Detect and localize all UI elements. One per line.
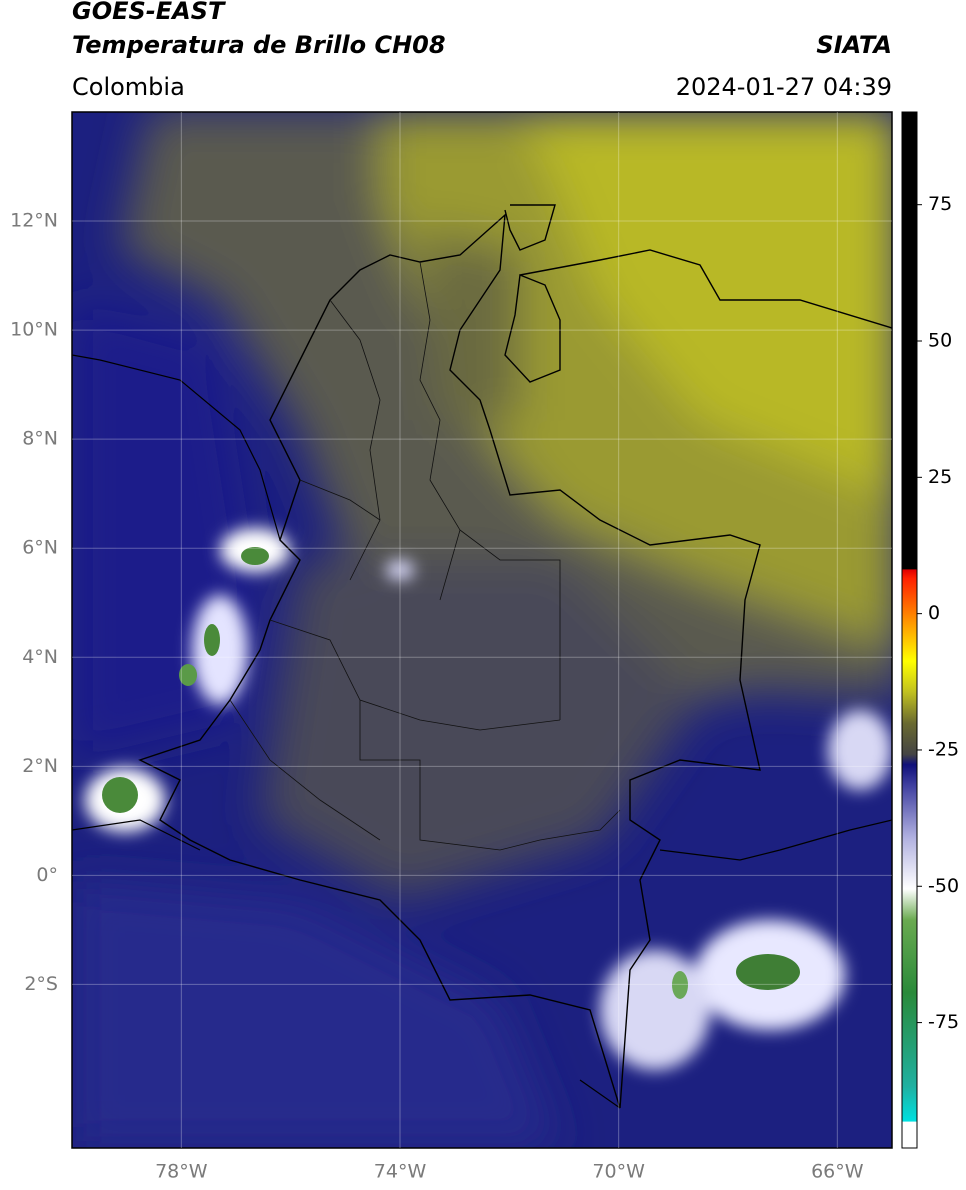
lon-tick-label: 70°W — [592, 1161, 645, 1183]
lat-tick-label: 6°N — [22, 537, 58, 559]
colorbar-tick-label: -50 — [928, 875, 959, 897]
colorbar-tick-label: 75 — [928, 193, 952, 215]
colorbar-tick-label: -25 — [928, 738, 959, 760]
lat-tick-label: 2°S — [24, 973, 58, 995]
colorbar-tick-label: -75 — [928, 1011, 959, 1033]
map-frame — [71, 111, 893, 1149]
lon-tick-label: 66°W — [811, 1161, 864, 1183]
colorbar-tick-label: 25 — [928, 466, 952, 488]
lat-tick-label: 0° — [36, 864, 58, 886]
title: GOES-EAST — [72, 0, 226, 25]
colorbar — [901, 111, 918, 1149]
subtitle: Temperatura de Brillo CH08 — [72, 31, 446, 59]
source: SIATA — [816, 31, 892, 59]
lat-tick-label: 8°N — [22, 428, 58, 450]
lat-tick-label: 12°N — [10, 210, 58, 232]
colorbar-tick-label: 0 — [928, 602, 940, 624]
lon-tick-label: 74°W — [374, 1161, 427, 1183]
datetime: 2024-01-27 04:39 — [676, 73, 892, 101]
lat-tick-label: 2°N — [22, 755, 58, 777]
satellite-image — [72, 112, 892, 1148]
region: Colombia — [72, 73, 185, 101]
colorbar-tick-label: 50 — [928, 330, 952, 352]
lon-tick-label: 78°W — [155, 1161, 208, 1183]
lat-tick-label: 4°N — [22, 646, 58, 668]
lat-tick-label: 10°N — [10, 319, 58, 341]
